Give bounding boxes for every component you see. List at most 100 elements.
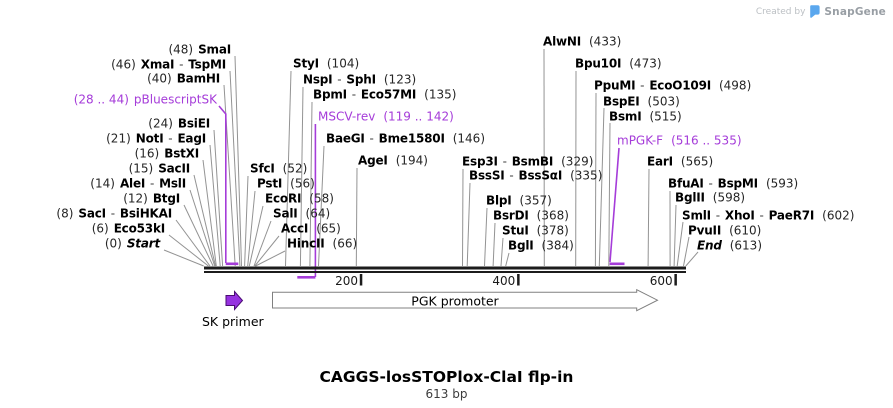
primer-label-MSCV-rev: MSCV-rev (119 .. 142) bbox=[318, 109, 454, 124]
axis-tick-label-200: 200 bbox=[335, 273, 358, 288]
sequence-axis-bottom-strand bbox=[204, 271, 686, 273]
site-label-BpmI-Eco57MI: BpmI - Eco57MI (135) bbox=[313, 87, 457, 102]
axis-tick-600 bbox=[674, 274, 677, 286]
site-label-BssSI-BssSαI: BssSI - BssSαI (335) bbox=[469, 168, 603, 183]
sequence-axis-top-strand bbox=[204, 266, 686, 270]
site-label-Bpu10I: Bpu10I (473) bbox=[575, 56, 662, 71]
primer-range-MSCV-rev bbox=[297, 276, 316, 279]
site-label-HincII: HincII (66) bbox=[287, 236, 358, 251]
leader-line-BsmI bbox=[608, 122, 611, 267]
leader-line-StuI bbox=[500, 237, 504, 267]
leader-line-BpmI bbox=[309, 101, 313, 267]
site-label-SmlI-XhoI-PaeR7I: SmlI - XhoI - PaeR7I (602) bbox=[682, 208, 855, 223]
site-label-XmaI-TspMI: (46) XmaI - TspMI bbox=[111, 57, 226, 72]
site-label-BtgI: (12) BtgI bbox=[123, 191, 180, 206]
site-label-SacI-BsiHKAI: (8) SacI - BsiHKAI bbox=[56, 206, 172, 221]
site-label-SmaI: (48) SmaI bbox=[168, 42, 231, 57]
site-label-PstI: PstI (56) bbox=[257, 176, 315, 191]
leader-line-EcoRI bbox=[248, 205, 264, 267]
site-label-BaeGI-Bme1580I: BaeGI - Bme1580I (146) bbox=[326, 131, 486, 146]
site-label-SacII: (15) SacII bbox=[128, 161, 191, 176]
site-label-NspI-SphI: NspI - SphI (123) bbox=[303, 72, 417, 87]
leader-line-SacII bbox=[193, 174, 216, 267]
axis-tick-label-400: 400 bbox=[492, 273, 516, 288]
site-label-BsmI: BsmI (515) bbox=[609, 109, 682, 124]
site-label-AgeI: AgeI (194) bbox=[358, 153, 428, 168]
leader-line-BssSI bbox=[466, 182, 471, 267]
leader-line-BglI bbox=[505, 252, 510, 267]
leader-line-BsiEI bbox=[213, 129, 224, 267]
leader-line-Esp3I bbox=[462, 168, 464, 267]
leader-line-End bbox=[685, 251, 699, 267]
site-label-BstXI: (16) BstXI bbox=[134, 146, 200, 161]
site-label-Start: (0) Start bbox=[104, 236, 160, 251]
site-label-AleI-MslI: (14) AleI - MslI bbox=[90, 176, 186, 191]
primer-connector-pBluescriptSK bbox=[218, 105, 227, 263]
leader-line-Eco53kI bbox=[168, 234, 209, 267]
watermark-created-by-text: Created by bbox=[755, 6, 806, 17]
site-label-SfcI: SfcI (52) bbox=[250, 161, 308, 176]
leader-line-BlpI bbox=[484, 207, 488, 267]
leader-line-BsrDI bbox=[492, 222, 496, 267]
site-label-BfuAI-BspMI: BfuAI - BspMI (593) bbox=[668, 176, 799, 191]
leader-line-BspEI bbox=[598, 107, 605, 267]
leader-line-BstXI bbox=[202, 159, 217, 267]
primer-label-mPGK-F: mPGK-F (516 .. 535) bbox=[617, 133, 742, 148]
site-label-PpuMI-EcoO109I: PpuMI - EcoO109I (498) bbox=[594, 78, 752, 93]
leader-line-PvuII bbox=[683, 236, 690, 267]
site-label-BamHI: (40) BamHI bbox=[147, 71, 220, 86]
site-label-BspEI: BspEI (503) bbox=[603, 94, 680, 109]
site-label-BlpI: BlpI (357) bbox=[486, 193, 552, 208]
primer-label-pBluescriptSK: (28 .. 44) pBluescriptSK bbox=[73, 92, 217, 107]
leader-line-AleI bbox=[189, 189, 216, 267]
pgk-promoter-label: PGK promoter bbox=[411, 293, 499, 308]
site-label-Esp3I-BsmBI: Esp3I - BsmBI (329) bbox=[462, 154, 594, 169]
axis-tick-400 bbox=[517, 274, 520, 286]
leader-line-SfcI bbox=[244, 175, 249, 267]
axis-tick-200 bbox=[359, 274, 363, 286]
leader-line-SalI bbox=[253, 220, 272, 267]
site-label-SalI: SalI (64) bbox=[273, 206, 331, 221]
leader-line-SacI bbox=[175, 219, 211, 267]
site-label-PvuII: PvuII (610) bbox=[688, 223, 762, 238]
leader-line-NspI bbox=[299, 86, 304, 267]
leader-line-StyI bbox=[285, 70, 292, 267]
leader-line-SmlI bbox=[676, 221, 684, 267]
site-label-StyI: StyI (104) bbox=[293, 56, 360, 71]
site-label-BglI: BglI (384) bbox=[508, 238, 574, 253]
leader-line-HincII bbox=[255, 250, 286, 267]
site-label-BsiEI: (24) BsiEI bbox=[148, 116, 210, 131]
site-label-EarI: EarI (565) bbox=[647, 154, 714, 169]
site-label-AccI: AccI (65) bbox=[281, 221, 341, 236]
leader-line-AgeI bbox=[355, 167, 358, 267]
site-label-EcoRI: EcoRI (58) bbox=[265, 191, 334, 206]
site-label-Eco53kI: (6) Eco53kI bbox=[91, 221, 166, 236]
site-label-StuI: StuI (378) bbox=[502, 223, 569, 238]
watermark-brand-text: SnapGene bbox=[824, 5, 886, 18]
leader-line-BaeGI bbox=[318, 145, 325, 267]
leader-line-NotI bbox=[209, 144, 221, 267]
primer-range-mPGK-F bbox=[609, 262, 625, 266]
snapgene-logo-icon bbox=[809, 5, 821, 18]
leader-line-BglII bbox=[673, 204, 677, 267]
pgk-promoter-arrow bbox=[272, 288, 659, 312]
map-length: 613 bp bbox=[425, 387, 468, 401]
site-label-NotI-EagI: (21) NotI - EagI bbox=[106, 131, 206, 146]
leader-line-PpuMI bbox=[594, 92, 597, 267]
leader-line-AccI bbox=[254, 235, 280, 267]
site-label-AlwNI: AlwNI (433) bbox=[543, 34, 622, 49]
sk-primer-arrow bbox=[225, 290, 244, 311]
axis-tick-label-600: 600 bbox=[649, 273, 673, 288]
site-label-End: End (613) bbox=[697, 238, 763, 253]
sk-primer-label: SK primer bbox=[202, 314, 264, 329]
site-label-BglII: BglII (598) bbox=[675, 190, 746, 205]
site-label-BsrDI: BsrDI (368) bbox=[493, 208, 569, 223]
map-title: CAGGS-losSTOPlox-ClaI flp-in bbox=[319, 368, 574, 386]
leader-line-SmaI bbox=[234, 55, 242, 267]
leader-line-PstI bbox=[247, 190, 256, 267]
primer-range-pBluescriptSK bbox=[225, 262, 239, 266]
leader-line-BtgI bbox=[183, 204, 214, 267]
leader-line-Start bbox=[163, 249, 204, 267]
